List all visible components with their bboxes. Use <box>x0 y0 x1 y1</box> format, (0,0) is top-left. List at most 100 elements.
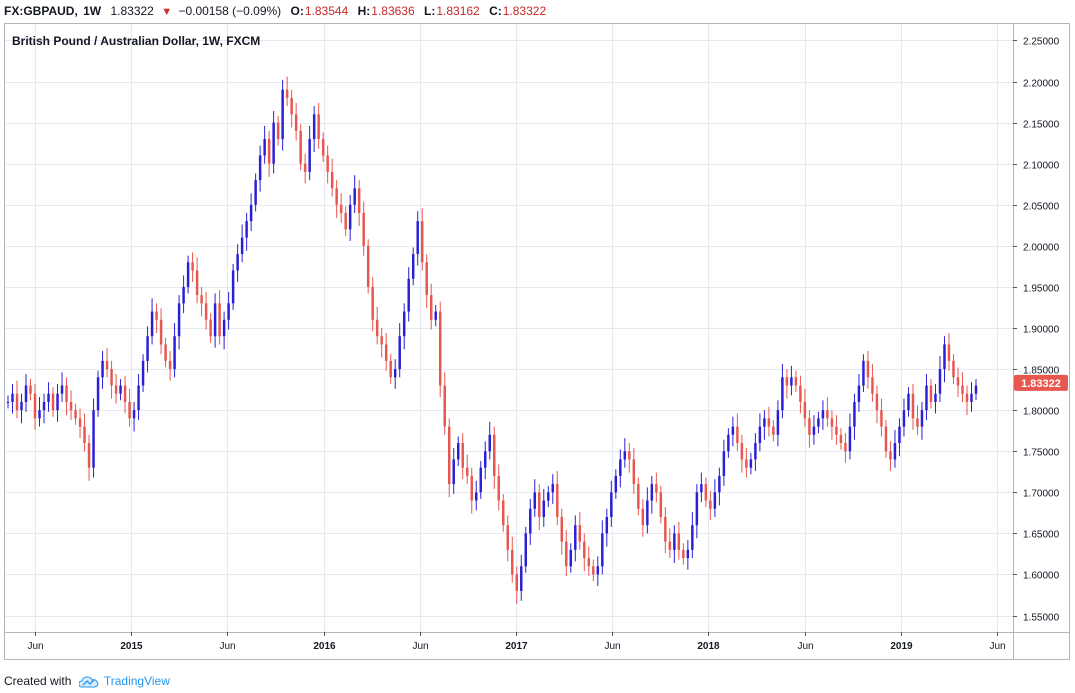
time-axis[interactable]: Jun 2015 Jun 2016 Jun 2017 Jun 2018 Jun 2019 Jun <box>27 632 1006 652</box>
candle <box>101 351 104 389</box>
candle <box>155 303 158 333</box>
candle <box>907 387 910 417</box>
candle <box>312 106 316 153</box>
candle <box>110 360 113 399</box>
candle <box>254 173 257 212</box>
candle <box>434 304 437 327</box>
candle-body <box>749 459 753 468</box>
x-tick-label: Jun <box>989 641 1005 652</box>
candle <box>29 378 32 401</box>
candle <box>632 447 636 494</box>
candle-body <box>803 401 807 419</box>
candle-body <box>790 377 793 386</box>
candle <box>893 429 897 468</box>
candle <box>524 526 528 573</box>
candle-body <box>718 475 721 493</box>
interval-label[interactable]: 1W <box>83 4 102 18</box>
candle-body <box>195 270 199 296</box>
candle-body <box>425 262 428 296</box>
candle <box>884 420 888 458</box>
candle <box>456 436 460 467</box>
candle-body <box>515 574 519 591</box>
candle-body <box>344 212 347 230</box>
candle-body <box>272 122 275 164</box>
candle <box>150 298 154 345</box>
chart-frame[interactable]: 1.55000 1.60000 1.65000 1.70000 1.75000 1.800… <box>4 23 1070 660</box>
candle <box>889 441 892 471</box>
candle <box>844 433 847 463</box>
candle-body <box>835 426 838 435</box>
candle-body <box>65 385 68 402</box>
candle <box>493 426 496 490</box>
candle <box>835 415 838 445</box>
candle-body <box>848 426 852 452</box>
candle <box>650 475 654 514</box>
candle <box>60 372 64 402</box>
candle <box>583 533 586 572</box>
candle-body <box>740 443 744 460</box>
candle <box>87 434 91 481</box>
candle-body <box>326 155 329 172</box>
candle <box>461 433 464 480</box>
candle <box>574 515 577 562</box>
price-axis[interactable]: 1.55000 1.60000 1.65000 1.70000 1.75000 1.800… <box>1013 37 1060 624</box>
tradingview-brand-link[interactable]: TradingView <box>103 674 170 688</box>
x-tick-label: Jun <box>412 641 428 652</box>
candle-body <box>628 451 631 460</box>
candle-body <box>141 360 145 386</box>
candle <box>956 367 960 398</box>
candle-body <box>366 245 370 287</box>
candle-body <box>956 377 960 386</box>
candle-body <box>303 163 307 172</box>
candle-body <box>164 344 167 361</box>
candle-body <box>92 410 95 468</box>
candle-body <box>484 451 487 468</box>
candle-body <box>925 385 928 411</box>
candle <box>686 539 690 570</box>
candle <box>249 193 253 232</box>
ohlc-open-value: 1.83544 <box>304 4 349 18</box>
candle-body <box>29 385 32 394</box>
candle <box>465 454 469 485</box>
candle <box>258 145 262 192</box>
candle-body <box>6 401 10 403</box>
candle-body <box>965 393 969 402</box>
ohlc-high-key: H: <box>357 4 371 18</box>
candle-body <box>348 204 352 230</box>
candle <box>497 464 500 511</box>
candle-body <box>691 525 694 550</box>
candle-body <box>168 360 172 370</box>
candle <box>186 255 190 294</box>
candle-body <box>623 451 627 460</box>
candle <box>677 521 681 560</box>
last-price-label: 1.83322 <box>1021 378 1061 390</box>
last-price: 1.83322 <box>110 4 154 18</box>
candlestick-chart[interactable]: 1.55000 1.60000 1.65000 1.70000 1.75000 1.800… <box>4 23 1070 660</box>
candle-body <box>659 492 663 517</box>
x-tick-label: 2019 <box>890 641 913 652</box>
candle-body <box>78 418 82 427</box>
candle <box>402 303 406 350</box>
candle-body <box>794 377 798 386</box>
candle-body <box>475 492 478 501</box>
candle-body <box>781 377 784 411</box>
candle <box>727 428 730 458</box>
candle-body <box>871 377 874 394</box>
candle <box>438 301 442 398</box>
candle-body <box>290 97 293 115</box>
candle-body <box>24 385 28 402</box>
candle-body <box>686 549 690 559</box>
y-tick-label: 1.60000 <box>1023 571 1060 582</box>
candle <box>655 472 658 503</box>
candle <box>123 375 127 414</box>
candle <box>664 507 667 554</box>
candle-body <box>799 385 802 402</box>
candle <box>141 354 145 393</box>
candle-body <box>488 434 491 452</box>
candle <box>429 283 433 330</box>
candle <box>443 372 446 435</box>
candle-body <box>655 484 658 493</box>
candle-body <box>465 467 469 476</box>
candle <box>817 411 820 434</box>
symbol-label[interactable]: FX:GBPAUD, <box>4 4 78 18</box>
